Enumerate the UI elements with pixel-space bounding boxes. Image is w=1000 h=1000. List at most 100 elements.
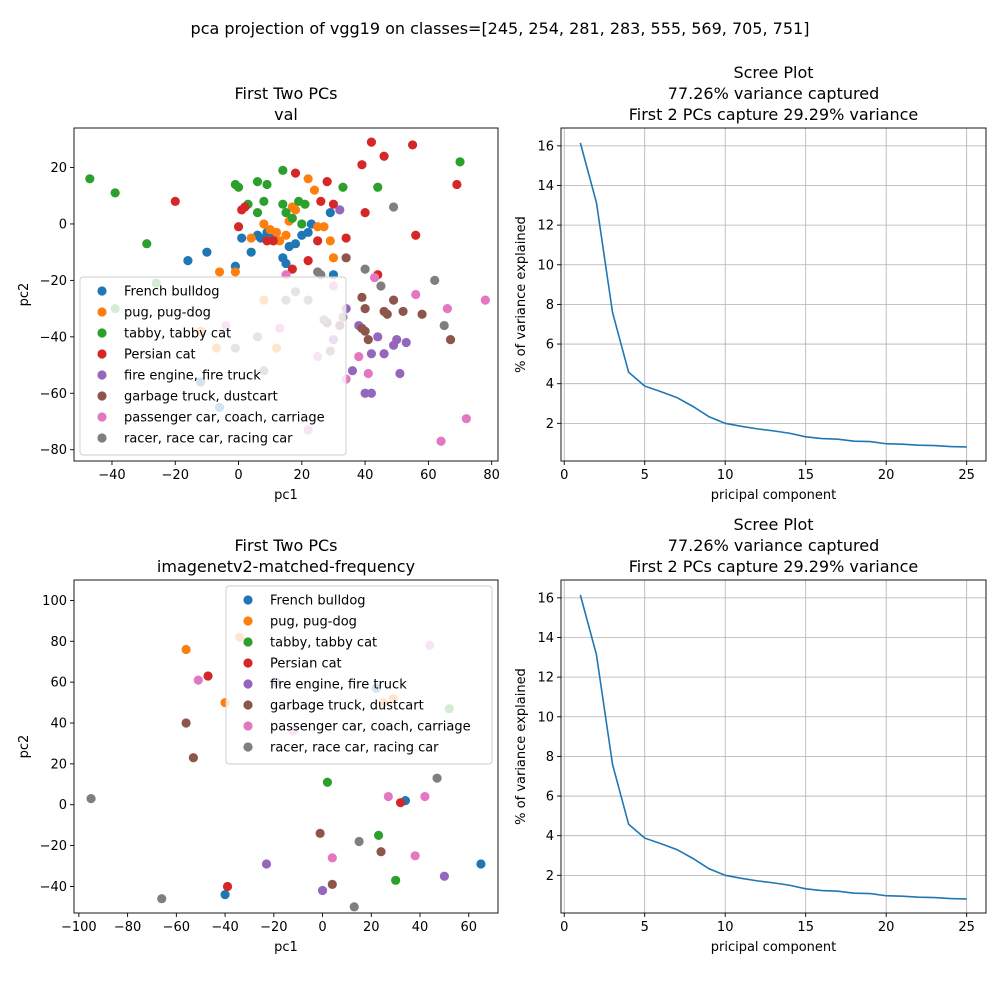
axes-frame bbox=[73, 127, 499, 462]
scatter-point bbox=[360, 326, 370, 336]
scatter-point bbox=[436, 436, 446, 446]
scatter-point bbox=[183, 256, 193, 266]
scatter-point bbox=[379, 349, 389, 359]
x-tick-label: −60 bbox=[163, 920, 190, 935]
scatter-point bbox=[240, 202, 250, 212]
scatter-point bbox=[325, 236, 335, 246]
x-axis-label: pc1 bbox=[274, 488, 298, 503]
scatter-point bbox=[369, 272, 380, 283]
legend-marker bbox=[97, 286, 107, 296]
y-axis-label: % of variance explained bbox=[514, 216, 529, 373]
scatter-point bbox=[349, 902, 359, 912]
scatter-point bbox=[222, 881, 233, 892]
scatter-point bbox=[373, 182, 383, 192]
scatter-point bbox=[188, 753, 199, 763]
x-tick-label: 25 bbox=[958, 468, 975, 483]
legend-entry: garbage truck, dustcart bbox=[270, 699, 424, 714]
scatter-point bbox=[281, 230, 291, 240]
x-tick-label: 0 bbox=[318, 920, 326, 935]
scatter-point bbox=[383, 791, 393, 802]
axes-frame bbox=[73, 579, 499, 914]
scatter-point bbox=[220, 890, 230, 900]
scatter-point bbox=[388, 295, 399, 305]
scatter-point bbox=[110, 188, 120, 198]
y-tick-label: −40 bbox=[40, 880, 67, 895]
scatter-point bbox=[261, 859, 272, 869]
scatter-point bbox=[379, 151, 389, 161]
scatter-point bbox=[417, 309, 427, 319]
scatter-point bbox=[407, 140, 418, 150]
scatter-point bbox=[303, 256, 313, 266]
scatter-point bbox=[335, 205, 345, 215]
scatter-point bbox=[142, 239, 152, 249]
x-tick-label: 5 bbox=[641, 920, 649, 935]
scatter-point bbox=[360, 388, 370, 398]
y-tick-label: 4 bbox=[546, 377, 554, 392]
scatter-point bbox=[398, 306, 408, 317]
scatter-point bbox=[392, 335, 402, 345]
chart-title: Scree Plot 77.26% variance captured First … bbox=[629, 515, 919, 576]
scatter-point bbox=[287, 213, 297, 223]
y-tick-label: −40 bbox=[40, 330, 67, 345]
scatter-point bbox=[439, 871, 449, 881]
scatter-point bbox=[252, 177, 263, 187]
x-tick-label: −100 bbox=[61, 920, 97, 935]
legend-marker bbox=[97, 412, 107, 422]
legend-entry: French bulldog bbox=[124, 285, 220, 300]
legend-entry: racer, race car, racing car bbox=[124, 432, 293, 447]
scatter-point bbox=[252, 208, 263, 218]
legend-entry: racer, race car, racing car bbox=[270, 741, 439, 756]
legend-marker bbox=[243, 616, 253, 626]
scatter-point bbox=[347, 366, 358, 376]
scatter-point bbox=[476, 859, 486, 869]
scatter-point bbox=[391, 875, 401, 885]
scatter-point bbox=[455, 157, 465, 167]
scatter-point bbox=[452, 179, 462, 190]
scatter-point bbox=[233, 222, 244, 232]
scatter-point bbox=[354, 351, 364, 362]
scatter-point bbox=[322, 777, 333, 787]
x-tick-label: −40 bbox=[211, 920, 238, 935]
x-tick-label: 80 bbox=[483, 468, 500, 483]
y-tick-label: 2 bbox=[546, 869, 554, 884]
scatter-point bbox=[303, 227, 313, 238]
legend-marker bbox=[243, 679, 253, 689]
scatter-point bbox=[287, 264, 297, 274]
scatter-point bbox=[432, 773, 442, 783]
scatter-point bbox=[290, 239, 301, 249]
series-5 bbox=[181, 718, 386, 889]
y-tick-label: 100 bbox=[42, 594, 67, 609]
scatter-point bbox=[309, 185, 320, 195]
scatter-point bbox=[366, 137, 377, 147]
legend-entry: pug, pug-dog bbox=[270, 615, 357, 630]
scatter-point bbox=[376, 847, 386, 857]
x-tick-label: −20 bbox=[260, 920, 287, 935]
scatter-point bbox=[360, 264, 370, 274]
chart-title: Scree Plot 77.26% variance captured First … bbox=[629, 63, 919, 124]
y-tick-label: −20 bbox=[40, 274, 67, 289]
scatter-point bbox=[259, 196, 269, 206]
legend-box bbox=[79, 276, 347, 456]
legend-box bbox=[225, 585, 493, 765]
scatter-point bbox=[327, 879, 337, 889]
x-tick-label: 0 bbox=[234, 468, 242, 483]
x-axis-label: pc1 bbox=[274, 940, 298, 955]
x-tick-label: 15 bbox=[797, 468, 814, 483]
y-tick-label: 20 bbox=[50, 161, 67, 176]
legend-entry: fire engine, fire truck bbox=[124, 369, 261, 384]
x-axis-label: pricipal component bbox=[711, 940, 836, 955]
scatter-point bbox=[328, 253, 339, 263]
scatter-point bbox=[363, 368, 373, 379]
scatter-point bbox=[246, 247, 256, 257]
x-tick-label: 0 bbox=[560, 920, 568, 935]
scatter-point bbox=[303, 174, 313, 184]
scatter-point bbox=[275, 236, 285, 246]
scatter-point bbox=[259, 219, 269, 229]
y-axis-label: pc2 bbox=[17, 283, 32, 307]
y-tick-label: 6 bbox=[546, 338, 554, 353]
legend-marker bbox=[243, 721, 253, 731]
legend-entry: Persian cat bbox=[124, 348, 196, 363]
scatter-point bbox=[86, 793, 96, 804]
legend-marker bbox=[243, 742, 253, 752]
